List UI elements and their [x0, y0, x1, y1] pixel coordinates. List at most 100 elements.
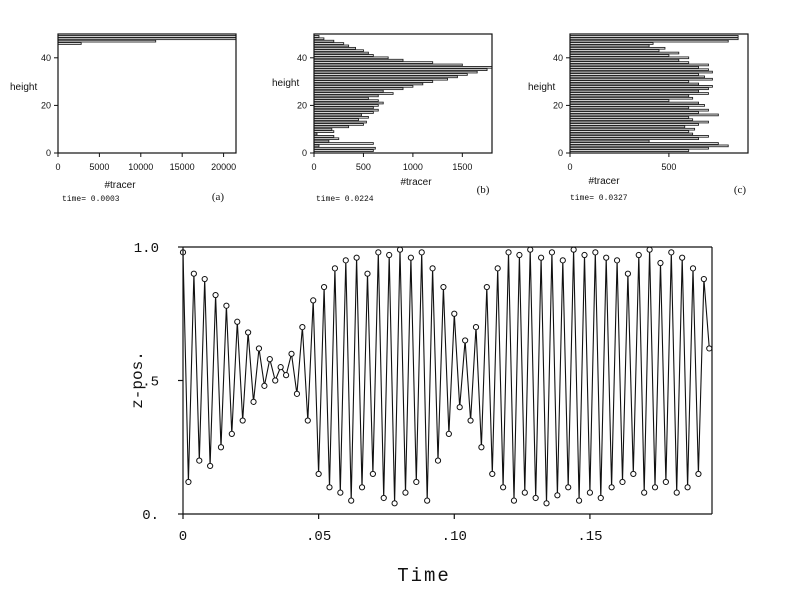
bar-b-19	[313, 104, 379, 107]
x-tick-label-z-2: .10	[442, 529, 467, 545]
bar-c-32	[569, 73, 700, 76]
data-point-0-61	[510, 497, 518, 504]
bar-c-45	[569, 42, 654, 45]
data-point-0-89	[662, 478, 669, 486]
data-point-0-48	[440, 283, 447, 291]
bar-b-44	[313, 44, 350, 48]
bar-b-16	[313, 111, 374, 114]
data-point-0-45	[424, 497, 431, 504]
y-axis-label-z: z-pos.	[129, 351, 147, 409]
data-point-0-22	[299, 324, 306, 331]
data-point-0-59	[500, 484, 507, 491]
bar-b-27	[313, 85, 414, 88]
bar-c-18	[569, 106, 690, 110]
data-point-0-7	[217, 444, 225, 451]
bar-c-46	[569, 39, 729, 43]
data-point-0-92	[679, 254, 686, 261]
bar-c-41	[569, 51, 680, 55]
bar-b-24	[313, 92, 394, 95]
data-point-0-70	[559, 257, 566, 264]
bar-c-38	[569, 58, 680, 62]
bar-b-9	[313, 127, 333, 131]
bar-c-39	[569, 56, 690, 60]
data-point-0-16	[266, 356, 273, 363]
data-point-0-1	[185, 478, 192, 486]
data-point-0-84	[635, 251, 642, 259]
bar-b-2	[313, 144, 320, 148]
x-tick-label-z-1: .05	[306, 529, 331, 545]
data-point-0-2	[190, 270, 197, 277]
bar-c-43	[569, 46, 666, 50]
bar-b-21	[313, 99, 379, 102]
data-point-0-63	[521, 489, 528, 496]
series-line-0	[182, 249, 710, 504]
x-tick-label-c-0: 0	[567, 162, 572, 172]
x-ticks-b: 0 500 1000 1500	[311, 153, 472, 172]
data-point-0-62	[516, 251, 523, 259]
y-axis-label-a: height	[10, 82, 37, 93]
bar-c-26	[569, 87, 709, 91]
plot-frame-c	[569, 33, 749, 154]
bar-c-23	[569, 94, 690, 98]
y-ticks-z: 0. .5 1.0	[134, 241, 183, 524]
x-ticks-c: 0 500	[567, 153, 676, 172]
x-tick-label-b-0: 0	[311, 162, 316, 172]
data-point-0-43	[413, 478, 420, 486]
bar-c-10	[569, 125, 686, 129]
z-position-series	[179, 246, 713, 507]
x-tick-label-a-1: 5000	[89, 162, 109, 172]
data-point-0-83	[630, 470, 637, 478]
data-point-0-77	[597, 494, 604, 502]
bar-c-47	[569, 37, 739, 41]
bars-c	[569, 35, 739, 152]
data-point-0-81	[619, 478, 626, 486]
data-point-0-94	[689, 265, 697, 272]
bars-a	[57, 35, 237, 45]
data-point-0-95	[695, 470, 702, 478]
x-tick-label-z-0: 0	[179, 529, 187, 545]
bar-c-9	[569, 127, 696, 131]
bar-b-11	[313, 123, 364, 126]
data-point-0-54	[472, 324, 480, 331]
bar-c-25	[569, 89, 700, 93]
bar-b-20	[313, 101, 384, 105]
bar-c-14	[569, 115, 690, 119]
bar-c-35	[569, 66, 700, 69]
data-point-0-9	[228, 430, 235, 437]
data-point-0-37	[380, 494, 387, 502]
bar-c-6	[569, 135, 709, 138]
x-tick-label-b-3: 1500	[452, 162, 472, 172]
bar-b-23	[313, 94, 379, 98]
x-tick-label-a-0: 0	[55, 162, 60, 172]
histogram-panel-c: 0 500 0 20 40 height #tracer (c) time= 0.03…	[528, 33, 749, 203]
y-tick-label-a-0: 0	[46, 148, 51, 158]
bar-b-4	[313, 139, 330, 143]
bar-c-1	[569, 146, 709, 150]
bar-c-34	[569, 68, 709, 72]
bar-c-4	[569, 139, 650, 143]
data-point-0-35	[369, 470, 376, 478]
panel-label-b: (b)	[477, 184, 490, 196]
x-tick-label-b-1: 500	[356, 162, 371, 172]
y-tick-label-z-2: 1.0	[134, 241, 159, 257]
data-point-0-3	[196, 457, 203, 464]
data-point-0-24	[310, 297, 317, 304]
bar-c-30	[569, 77, 713, 81]
bar-b-25	[313, 89, 384, 93]
bar-b-22	[313, 96, 369, 100]
data-point-0-30	[342, 257, 349, 264]
data-point-0-29	[337, 489, 344, 496]
data-point-0-21	[293, 390, 301, 397]
bar-b-1	[313, 146, 376, 150]
bar-b-5	[313, 137, 340, 141]
data-point-0-50	[451, 310, 458, 317]
data-point-0-93	[684, 484, 691, 491]
bar-b-12	[313, 120, 367, 124]
bar-b-42	[313, 49, 364, 52]
data-point-0-80	[613, 257, 621, 264]
data-point-0-4	[201, 275, 208, 283]
data-point-0-19	[282, 372, 290, 379]
plot-frame-a	[57, 33, 237, 154]
data-point-0-82	[624, 270, 632, 277]
y-tick-label-a-1: 20	[41, 100, 51, 110]
